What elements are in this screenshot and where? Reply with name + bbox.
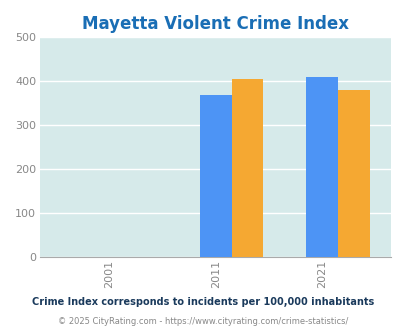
Text: Crime Index corresponds to incidents per 100,000 inhabitants: Crime Index corresponds to incidents per… — [32, 297, 373, 307]
Bar — [337, 90, 369, 257]
Bar — [231, 79, 263, 257]
Text: © 2025 CityRating.com - https://www.cityrating.com/crime-statistics/: © 2025 CityRating.com - https://www.city… — [58, 317, 347, 326]
Bar — [199, 95, 231, 257]
Title: Mayetta Violent Crime Index: Mayetta Violent Crime Index — [82, 15, 348, 33]
Bar — [305, 77, 337, 257]
